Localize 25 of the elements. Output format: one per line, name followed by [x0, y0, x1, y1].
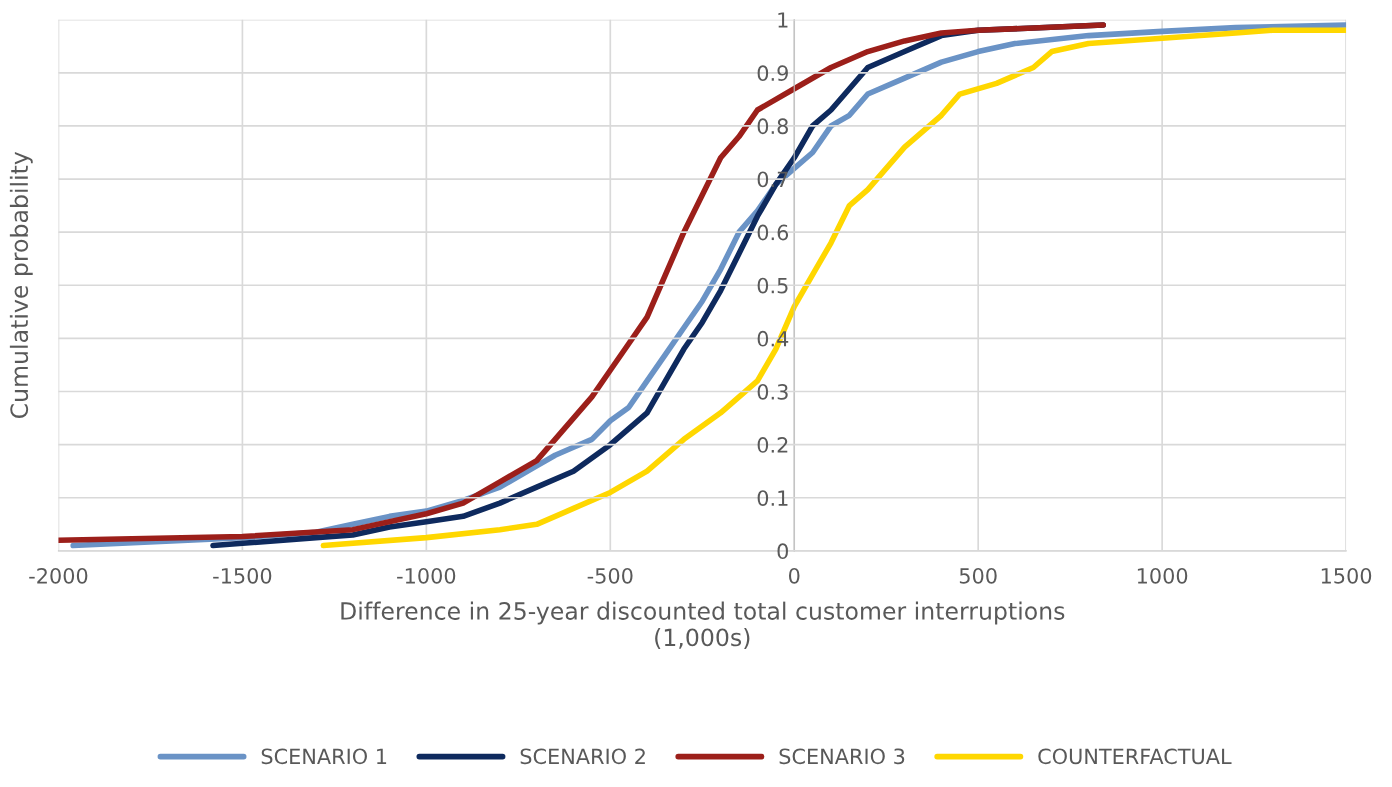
x-tick-label: -2000	[29, 567, 88, 584]
legend-label: SCENARIO 3	[779, 748, 905, 765]
x-tick-label: 1000	[1137, 567, 1188, 584]
x-tick-label: -1000	[397, 567, 456, 584]
y-tick-label: 0.7	[757, 171, 788, 188]
legend-label: SCENARIO 2	[520, 748, 645, 765]
y-tick-label: 1	[778, 12, 788, 28]
x-tick-label: 500	[959, 567, 997, 584]
y-tick-label: 0.9	[757, 65, 788, 82]
y-tick-label: 0.8	[757, 118, 788, 135]
y-tick-label: 0.6	[757, 224, 789, 241]
y-tick-label: 0.4	[757, 330, 789, 347]
legend-label: COUNTERFACTUAL	[1038, 748, 1232, 765]
legend-label: SCENARIO 1	[261, 748, 387, 765]
x-tick-label: 0	[788, 567, 800, 584]
x-tick-label: 1500	[1321, 567, 1372, 584]
y-tick-label: 0	[777, 543, 788, 560]
x-tick-label: -500	[587, 567, 633, 584]
y-tick-label: 0.3	[757, 383, 788, 400]
y-tick-label: 0.2	[757, 437, 788, 453]
x-axis-title: Difference in 25-year discounted total customer interruptions (1,000s)	[341, 601, 1065, 650]
y-tick-label: 0.5	[757, 277, 788, 294]
x-tick-label: -1500	[213, 567, 272, 584]
y-tick-label: 0.1	[757, 490, 788, 506]
y-axis-title: Cumulative probability	[9, 151, 33, 419]
